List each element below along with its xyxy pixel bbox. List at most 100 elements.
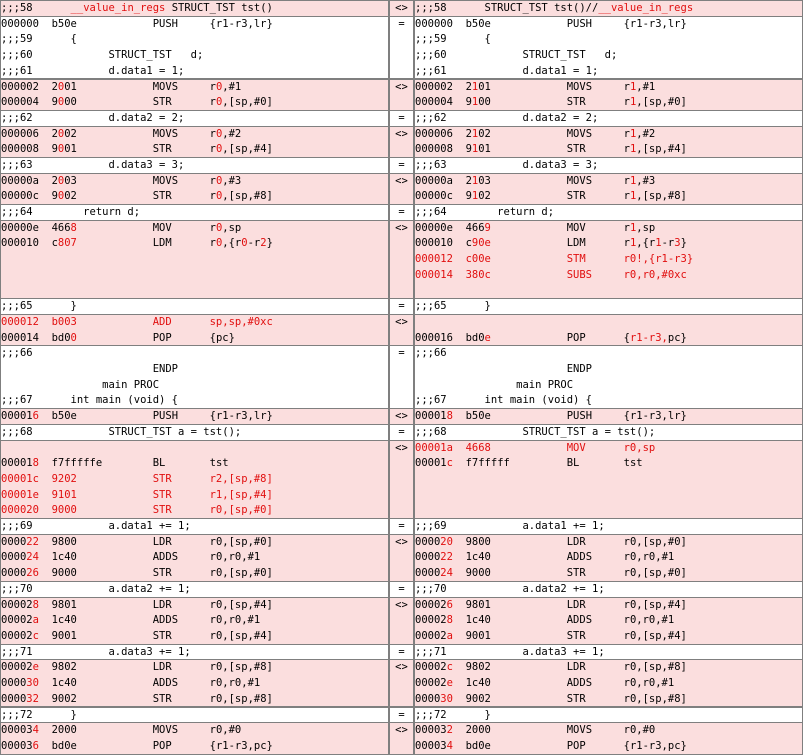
left-pane-block[interactable]: ;;;65 } (0, 298, 389, 315)
code-segment: 1 (629, 221, 637, 234)
code-segment: 0 (215, 80, 223, 93)
code-segment: 000008 9 (415, 143, 472, 156)
right-pane-block[interactable]: ;;;72 } (414, 706, 803, 724)
left-pane-block[interactable]: 000012 b003 ADD sp,sp,#0xc 000014 bd00 PO… (0, 314, 389, 347)
code-segment: 00003 (1, 724, 33, 737)
right-pane-block[interactable]: 000002 2101 MOVS r1,#1 000004 9100 STR r1… (414, 78, 803, 111)
right-pane-block[interactable]: ;;;64 return d; (414, 204, 803, 221)
code-line: 000012 c00e STM r0!,{r1-r3} (415, 252, 693, 268)
left-pane-block[interactable]: 000022 9800 LDR r0,[sp,#0] 000024 1c40 AD… (0, 533, 389, 582)
left-pane-block[interactable]: ;;;72 } (0, 706, 389, 724)
right-pane-block[interactable]: ;;;62 d.data2 = 2; (414, 109, 803, 127)
diff-marker: <> (389, 408, 414, 425)
left-pane-block[interactable]: 00000a 2003 MOVS r0,#3 00000c 9002 STR r0… (0, 172, 389, 206)
code-line: 000018 f7fffffe BL tst (1, 456, 229, 472)
code-line: 000016 b50e PUSH {r1-r3,lr} (1, 409, 273, 424)
left-pane-block[interactable]: 000006 2002 MOVS r0,#2 000008 9001 STR r0… (0, 125, 389, 158)
left-pane-block[interactable]: ;;;71 a.data3 += 1; (0, 643, 389, 661)
code-line: ;;;69 a.data1 += 1; (1, 519, 191, 534)
right-pane-block[interactable]: 000006 2102 MOVS r1,#2 000008 9101 STR r1… (414, 125, 803, 158)
code-line: ;;;71 a.data3 += 1; (1, 645, 191, 660)
right-pane-block[interactable]: ;;;58 STRUCT_TST tst()//__value_in_regs (414, 0, 803, 17)
code-segment: ,[sp,#0] (636, 96, 687, 109)
right-pane-block[interactable]: 000026 9801 LDR r0,[sp,#4] 000028 1c40 AD… (414, 596, 803, 645)
code-line: 00001a 4668 MOV r0,sp (415, 441, 655, 457)
code-segment: ;;;68 STRUCT_TST a = tst(); (1, 425, 242, 438)
code-segment: 00000c 9 (415, 190, 472, 203)
code-segment: 02 STR r (64, 190, 216, 203)
code-line: 000026 9000 STR r0,[sp,#0] (1, 566, 273, 581)
code-segment: 03 MOVS r (478, 174, 630, 187)
code-segment: 000014 bd0 (1, 331, 71, 344)
code-segment: ,{r (222, 237, 242, 250)
code-segment: c (446, 661, 453, 674)
left-pane-block[interactable]: 00002e 9802 LDR r0,[sp,#8] 000030 1c40 AD… (0, 659, 389, 708)
code-segment: 00001 (1, 457, 33, 470)
code-line: ENDP (415, 362, 592, 378)
diff-marker-label: = (398, 425, 405, 438)
left-pane-block[interactable]: 000000 b50e PUSH {r1-r3,lr} ;;;59 {;;;60 … (0, 15, 389, 80)
code-line: 000026 9801 LDR r0,[sp,#4] (415, 598, 687, 614)
code-line: 000002 2001 MOVS r0,#1 (1, 80, 241, 96)
code-segment: 20 (440, 535, 453, 548)
code-segment: 9800 LDR r0,[sp,#0] (452, 535, 687, 548)
code-segment: 00002 (415, 677, 447, 690)
code-segment: 0 (215, 237, 223, 250)
left-pane-block[interactable]: 000034 2000 MOVS r0,#0 000036 bd0e POP {r… (0, 722, 389, 755)
code-segment: 8 (32, 457, 39, 470)
code-segment: ;;;64 return d; (1, 206, 141, 219)
code-line: ;;;58 STRUCT_TST tst()//__value_in_regs (415, 1, 693, 16)
code-segment: 9801 LDR r0,[sp,#4] (452, 598, 687, 611)
code-segment: 000010 c (415, 237, 472, 250)
right-pane-block[interactable]: 000000 b50e PUSH {r1-r3,lr} ;;;59 {;;;60 … (414, 15, 803, 80)
code-line: 000014 bd00 POP {pc} (1, 331, 235, 346)
code-segment: 000002 2 (415, 80, 472, 93)
right-pane-block[interactable]: 00000a 2103 MOVS r1,#3 00000c 9102 STR r1… (414, 172, 803, 206)
left-pane-block[interactable]: ;;;69 a.data1 += 1; (0, 518, 389, 535)
left-pane-block[interactable]: 000018 f7fffffe BL tst 00001c 9202 STR r2… (0, 439, 389, 520)
right-pane-block[interactable]: 000018 b50e PUSH {r1-r3,lr} (414, 408, 803, 425)
left-pane-block[interactable]: ;;;63 d.data3 = 3; (0, 157, 389, 174)
right-pane-block[interactable]: 00001a 4668 MOV r0,sp 00001c f7fffff BL t… (414, 439, 803, 520)
code-segment: 00002 (1, 598, 33, 611)
code-line: ;;;61 d.data1 = 1; (1, 64, 184, 79)
code-segment: c (32, 629, 39, 642)
right-pane-block[interactable]: ;;;70 a.data2 += 1; (414, 580, 803, 598)
code-segment: pc} (667, 331, 687, 344)
code-segment: 22 (440, 551, 453, 564)
code-line: 000012 b003 ADD sp,sp,#0xc (1, 315, 273, 331)
code-segment: 000006 2 (1, 127, 58, 140)
right-pane-block[interactable]: 000016 bd0e POP {r1-r3,pc} (414, 314, 803, 347)
right-pane-block[interactable]: ;;;66 ENDP main PROC ;;;67 int main (void… (414, 345, 803, 410)
diff-marker-label: = (398, 645, 405, 658)
code-segment: 1 (629, 143, 637, 156)
left-pane-block[interactable]: ;;;66 ENDP main PROC ;;;67 int main (void… (0, 345, 389, 410)
left-pane-block[interactable]: ;;;70 a.data2 += 1; (0, 580, 389, 598)
right-pane-block[interactable]: ;;;68 STRUCT_TST a = tst(); (414, 423, 803, 441)
left-pane-block[interactable]: ;;;64 return d; (0, 204, 389, 221)
diff-marker-label: = (398, 708, 405, 721)
code-segment: 000004 9 (1, 96, 58, 109)
left-pane-block[interactable]: ;;;68 STRUCT_TST a = tst(); (0, 423, 389, 441)
left-pane-block[interactable]: 000002 2001 MOVS r0,#1 000004 9000 STR r0… (0, 78, 389, 111)
right-pane-block[interactable]: ;;;65 } (414, 298, 803, 315)
code-segment: 0 (57, 127, 65, 140)
right-pane-block[interactable]: 000032 2000 MOVS r0,#0 000034 bd0e POP {r… (414, 722, 803, 755)
left-pane-block[interactable]: ;;;62 d.data2 = 2; (0, 109, 389, 127)
code-segment: ;;;61 d.data1 = 1; (415, 64, 599, 77)
right-pane-block[interactable]: ;;;63 d.data3 = 3; (414, 157, 803, 174)
left-pane-block[interactable]: 000028 9801 LDR r0,[sp,#4] 00002a 1c40 AD… (0, 596, 389, 645)
code-line: ;;;65 } (1, 299, 77, 314)
left-pane-block[interactable]: 00000e 4668 MOV r0,sp 000010 c807 LDM r0,… (0, 219, 389, 300)
code-segment: 24 (26, 551, 39, 564)
code-segment: 1 (629, 80, 637, 93)
right-pane-block[interactable]: 00000e 4669 MOV r1,sp 000010 c90e LDM r1,… (414, 219, 803, 300)
code-segment: 1c40 ADDS r0,r0,#1 (452, 551, 675, 564)
left-pane-block[interactable]: 000016 b50e PUSH {r1-r3,lr} (0, 408, 389, 425)
right-pane-block[interactable]: ;;;71 a.data3 += 1; (414, 643, 803, 661)
left-pane-block[interactable]: ;;;58 __value_in_regs STRUCT_TST tst() (0, 0, 389, 17)
code-line: ;;;71 a.data3 += 1; (415, 645, 605, 660)
right-pane-block[interactable]: 000020 9800 LDR r0,[sp,#0] 000022 1c40 AD… (414, 533, 803, 582)
right-pane-block[interactable]: ;;;69 a.data1 += 1; (414, 518, 803, 535)
right-pane-block[interactable]: 00002c 9802 LDR r0,[sp,#8] 00002e 1c40 AD… (414, 659, 803, 708)
